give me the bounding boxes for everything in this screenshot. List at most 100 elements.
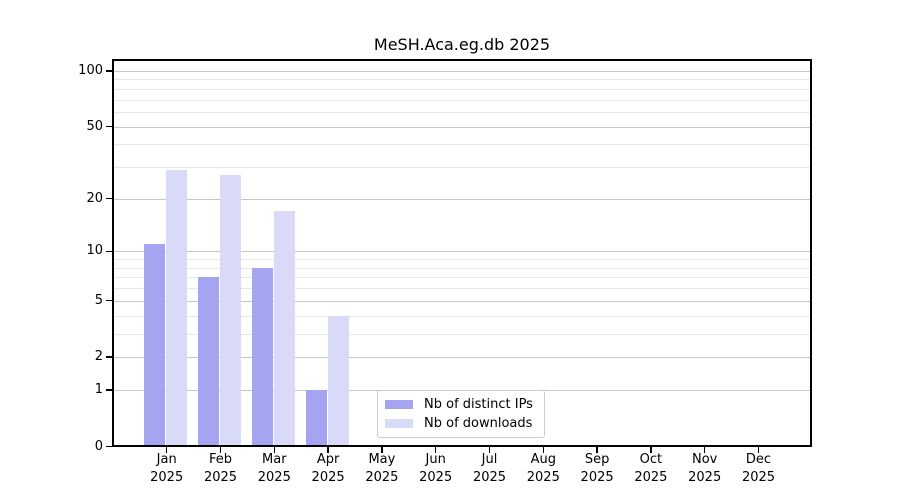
month-label: May xyxy=(368,452,396,467)
month-label: Apr xyxy=(316,452,340,467)
x-tick-mark xyxy=(650,447,652,453)
year-label: 2025 xyxy=(741,469,776,485)
x-tick-label-jun: Jun 2025 xyxy=(408,451,464,486)
minor-gridline xyxy=(113,88,811,90)
y-tick-mark xyxy=(106,300,113,302)
x-tick-label-apr: Apr 2025 xyxy=(300,451,356,486)
plot-area xyxy=(113,60,811,446)
minor-gridline xyxy=(113,288,811,290)
year-label: 2025 xyxy=(203,469,238,485)
x-tick-mark xyxy=(219,447,222,453)
minor-gridline xyxy=(113,315,811,317)
major-gridline xyxy=(113,198,811,200)
y-tick-label: 2 xyxy=(94,349,103,365)
y-tick-label: 50 xyxy=(86,118,103,134)
chart-title: MeSH.Aca.eg.db 2025 xyxy=(373,35,551,54)
x-tick-label-sep: Sep 2025 xyxy=(569,451,625,486)
month-label: Feb xyxy=(208,452,233,467)
minor-gridline xyxy=(113,144,811,146)
bar-distinct-ips-jan xyxy=(144,244,166,446)
legend-item-distinct-ips: Nb of distinct IPs xyxy=(385,397,544,412)
x-tick-label-dec: Dec 2025 xyxy=(731,451,787,486)
month-label: Oct xyxy=(639,452,663,467)
minor-gridline xyxy=(113,333,811,335)
y-tick-mark xyxy=(106,250,113,253)
y-tick-label: 5 xyxy=(94,292,103,308)
y-tick-mark xyxy=(106,445,113,448)
year-label: 2025 xyxy=(634,469,668,485)
bar-distinct-ips-mar xyxy=(251,267,273,446)
month-label: Dec xyxy=(745,452,772,467)
year-label: 2025 xyxy=(580,469,614,485)
y-tick-mark xyxy=(106,356,113,358)
month-label: Jun xyxy=(425,452,446,467)
y-tick-label: 0 xyxy=(94,438,103,454)
major-gridline xyxy=(113,357,811,359)
y-tick-label: 1 xyxy=(94,382,103,398)
x-tick-label-oct: Oct 2025 xyxy=(623,451,679,486)
x-tick-mark xyxy=(704,447,706,453)
month-label: Jan xyxy=(156,452,177,467)
x-tick-mark xyxy=(596,447,598,453)
legend: Nb of distinct IPs Nb of downloads xyxy=(377,390,545,438)
year-label: 2025 xyxy=(365,469,399,485)
x-tick-label-feb: Feb 2025 xyxy=(193,451,249,486)
x-tick-mark xyxy=(327,447,329,453)
minor-gridline xyxy=(113,99,811,101)
y-tick-mark xyxy=(106,125,113,128)
minor-gridline xyxy=(113,267,811,269)
year-label: 2025 xyxy=(150,469,184,485)
x-tick-label-nov: Nov 2025 xyxy=(677,451,733,486)
x-tick-mark xyxy=(435,447,437,453)
x-tick-mark xyxy=(488,447,491,453)
minor-gridline xyxy=(113,259,811,261)
legend-item-downloads: Nb of downloads xyxy=(385,416,544,431)
x-tick-mark xyxy=(757,447,760,453)
y-tick-label: 100 xyxy=(78,63,103,78)
month-label: Aug xyxy=(530,452,556,467)
month-label: Jul xyxy=(481,452,498,467)
x-tick-label-may: May 2025 xyxy=(354,451,410,486)
legend-label-distinct-ips: Nb of distinct IPs xyxy=(424,397,533,412)
year-label: 2025 xyxy=(419,469,453,485)
month-label: Nov xyxy=(692,452,718,467)
x-tick-mark xyxy=(381,447,383,453)
major-gridline xyxy=(113,251,811,253)
year-label: 2025 xyxy=(311,469,345,485)
bar-downloads-feb xyxy=(220,175,241,446)
x-tick-mark xyxy=(166,447,168,453)
bar-downloads-mar xyxy=(273,211,295,446)
x-tick-label-aug: Aug 2025 xyxy=(515,451,571,486)
month-label: Mar xyxy=(262,452,287,467)
bar-distinct-ips-apr xyxy=(305,390,327,446)
x-tick-label-mar: Mar 2025 xyxy=(246,451,302,486)
y-tick-label: 20 xyxy=(86,190,103,206)
year-label: 2025 xyxy=(688,469,722,485)
y-tick-mark xyxy=(106,389,113,391)
year-label: 2025 xyxy=(526,469,560,485)
legend-label-downloads: Nb of downloads xyxy=(424,416,533,431)
legend-swatch-downloads xyxy=(385,419,413,428)
x-tick-label-jan: Jan 2025 xyxy=(139,451,195,486)
year-label: 2025 xyxy=(472,469,507,485)
x-tick-mark xyxy=(273,447,275,453)
bar-downloads-apr xyxy=(327,315,349,446)
x-tick-label-jul: Jul 2025 xyxy=(462,451,518,486)
bar-downloads-jan xyxy=(166,169,188,446)
minor-gridline xyxy=(113,79,811,81)
y-tick-label: 10 xyxy=(86,243,103,259)
legend-swatch-distinct-ips xyxy=(385,400,413,409)
y-tick-mark xyxy=(106,70,113,72)
year-label: 2025 xyxy=(257,469,291,485)
major-gridline xyxy=(113,300,811,302)
minor-gridline xyxy=(113,112,811,114)
major-gridline xyxy=(113,126,811,128)
month-label: Sep xyxy=(584,452,610,467)
bar-distinct-ips-feb xyxy=(198,277,219,446)
minor-gridline xyxy=(113,167,811,169)
minor-gridline xyxy=(113,277,811,279)
major-gridline xyxy=(113,71,811,72)
y-tick-mark xyxy=(106,198,113,200)
x-tick-mark xyxy=(542,447,544,453)
